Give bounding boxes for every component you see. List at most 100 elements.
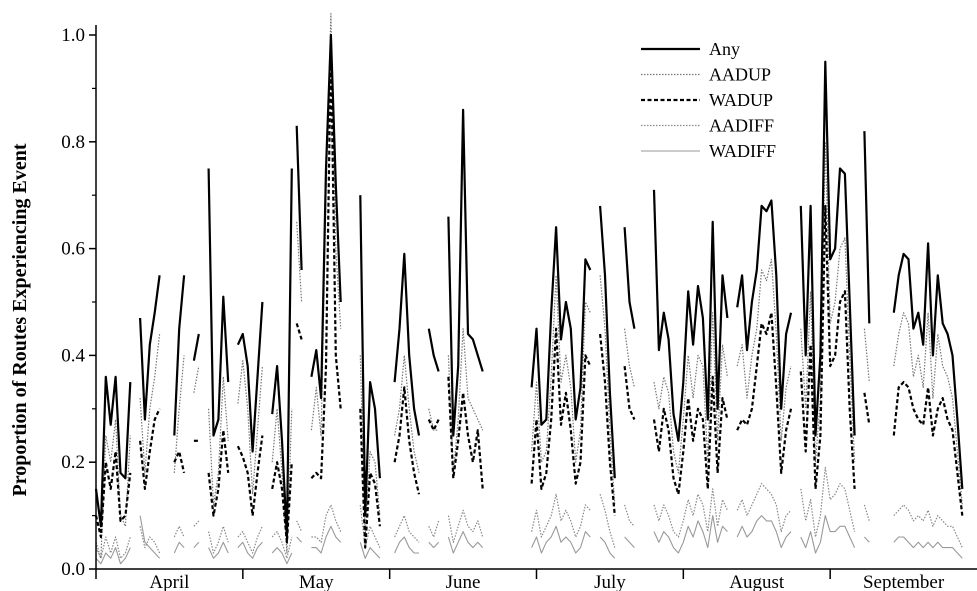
series-line-aadiff <box>296 520 303 532</box>
series-line-any <box>530 226 592 426</box>
series-line-wadiff <box>208 541 229 559</box>
series-line-aadiff <box>863 504 870 522</box>
series-line-aadiff <box>237 526 263 554</box>
series-any <box>94 33 964 539</box>
series-line-wadup <box>173 450 186 474</box>
series-line-wadiff <box>173 541 185 554</box>
series-line-aadiff <box>653 488 728 538</box>
series-line-wadup <box>207 429 230 517</box>
series-line-aadup <box>447 328 484 474</box>
series-line-aadup <box>736 258 792 442</box>
series-line-aadup <box>800 141 856 463</box>
y-tick-label: 1.0 <box>61 25 85 46</box>
series-line-wadiff <box>428 541 440 549</box>
series-line-aadup <box>394 354 420 474</box>
series-line-any <box>623 227 636 329</box>
series-line-wadiff <box>193 541 200 548</box>
series-aadup <box>95 13 963 559</box>
x-axis-ticks: April May June July August September <box>95 569 945 591</box>
series-line-any <box>173 275 186 436</box>
chart-legend: Any AADUP WADUP AADIFF WADIFF <box>641 39 776 161</box>
legend-label-wadiff: WADIFF <box>709 141 776 161</box>
series-line-aadiff <box>311 504 342 543</box>
series-line-aadiff <box>447 509 484 543</box>
series-line-wadiff <box>311 525 342 554</box>
legend-label-aadiff: AADIFF <box>709 116 774 136</box>
series-line-wadup <box>236 435 264 517</box>
y-tick-label: 0.8 <box>61 132 85 153</box>
series-line-aadup <box>296 221 303 303</box>
series-line-aadup <box>173 355 185 473</box>
series-line-aadup <box>531 274 591 463</box>
series-line-aadiff <box>531 493 591 538</box>
series-line-wadup <box>310 44 342 480</box>
series-line-wadiff <box>653 515 728 554</box>
series-line-any <box>652 189 729 442</box>
series-line-wadup <box>427 419 440 432</box>
y-tick-label: 0.2 <box>61 452 85 473</box>
series-line-wadiff <box>447 531 484 554</box>
series-line-any <box>359 195 381 517</box>
series-line-any <box>427 328 440 372</box>
series-line-any <box>207 168 230 437</box>
series-line-any <box>799 60 856 437</box>
series-line-wadup <box>599 333 616 516</box>
series-line-aadup <box>208 376 229 506</box>
series-line-aadiff <box>736 483 792 533</box>
x-tick-label-september: September <box>863 572 945 591</box>
series-line-aadup <box>95 418 131 559</box>
series-line-aadup <box>599 275 616 505</box>
series-line-aadup <box>428 408 439 431</box>
series-line-aadiff <box>208 525 229 554</box>
series-line-any <box>295 125 303 271</box>
y-tick-label: 0.4 <box>61 345 85 366</box>
series-line-wadup <box>652 375 729 496</box>
plot-area <box>94 13 964 565</box>
series-line-wadiff <box>531 525 591 554</box>
series-line-wadup <box>530 327 592 490</box>
series-line-wadup <box>139 408 161 490</box>
series-line-aadup <box>863 328 870 383</box>
x-tick-label-april: April <box>149 572 189 591</box>
series-line-aadiff <box>599 494 616 548</box>
y-tick-label: 0.0 <box>61 559 85 580</box>
series-line-aadiff <box>193 520 200 527</box>
series-line-any <box>599 205 616 479</box>
series-line-wadiff <box>599 536 616 559</box>
series-line-aadiff <box>173 525 185 538</box>
series-line-any <box>271 168 293 539</box>
series-line-aadiff <box>95 536 131 559</box>
series-line-wadup <box>736 311 793 474</box>
series-line-wadiff <box>296 536 303 543</box>
series-line-wadiff <box>893 536 963 559</box>
series-line-wadiff <box>800 515 856 554</box>
series-line-wadup <box>359 408 381 549</box>
series-line-any <box>393 252 421 436</box>
series-line-any <box>736 199 793 410</box>
series-line-aadiff <box>893 504 963 548</box>
series-line-wadiff <box>95 547 131 565</box>
series-line-wadiff <box>736 515 792 549</box>
y-axis-ticks: 0.0 0.2 0.4 0.6 0.8 1.0 <box>61 25 96 580</box>
legend-label-wadup: WADUP <box>709 90 773 110</box>
series-line-aadiff <box>271 530 293 559</box>
series-line-aadup <box>624 328 635 388</box>
series-line-any <box>310 33 342 400</box>
series-line-wadup <box>799 204 856 490</box>
series-line-wadup <box>863 392 871 425</box>
series-line-wadup <box>271 461 293 544</box>
series-wadup <box>94 44 964 549</box>
y-tick-label: 0.6 <box>61 239 85 260</box>
series-line-wadup <box>393 386 421 495</box>
series-line-aadiff <box>359 504 381 549</box>
x-tick-label-june: June <box>446 572 481 591</box>
y-axis-label: Proportion of Routes Experiencing Event <box>9 143 31 496</box>
series-line-wadiff <box>863 536 870 543</box>
series-line-any <box>892 242 964 489</box>
series-line-wadup <box>623 365 636 420</box>
series-line-any <box>94 375 132 528</box>
series-line-aadiff <box>428 520 440 538</box>
series-aadiff <box>95 466 963 559</box>
series-line-any <box>236 301 264 453</box>
